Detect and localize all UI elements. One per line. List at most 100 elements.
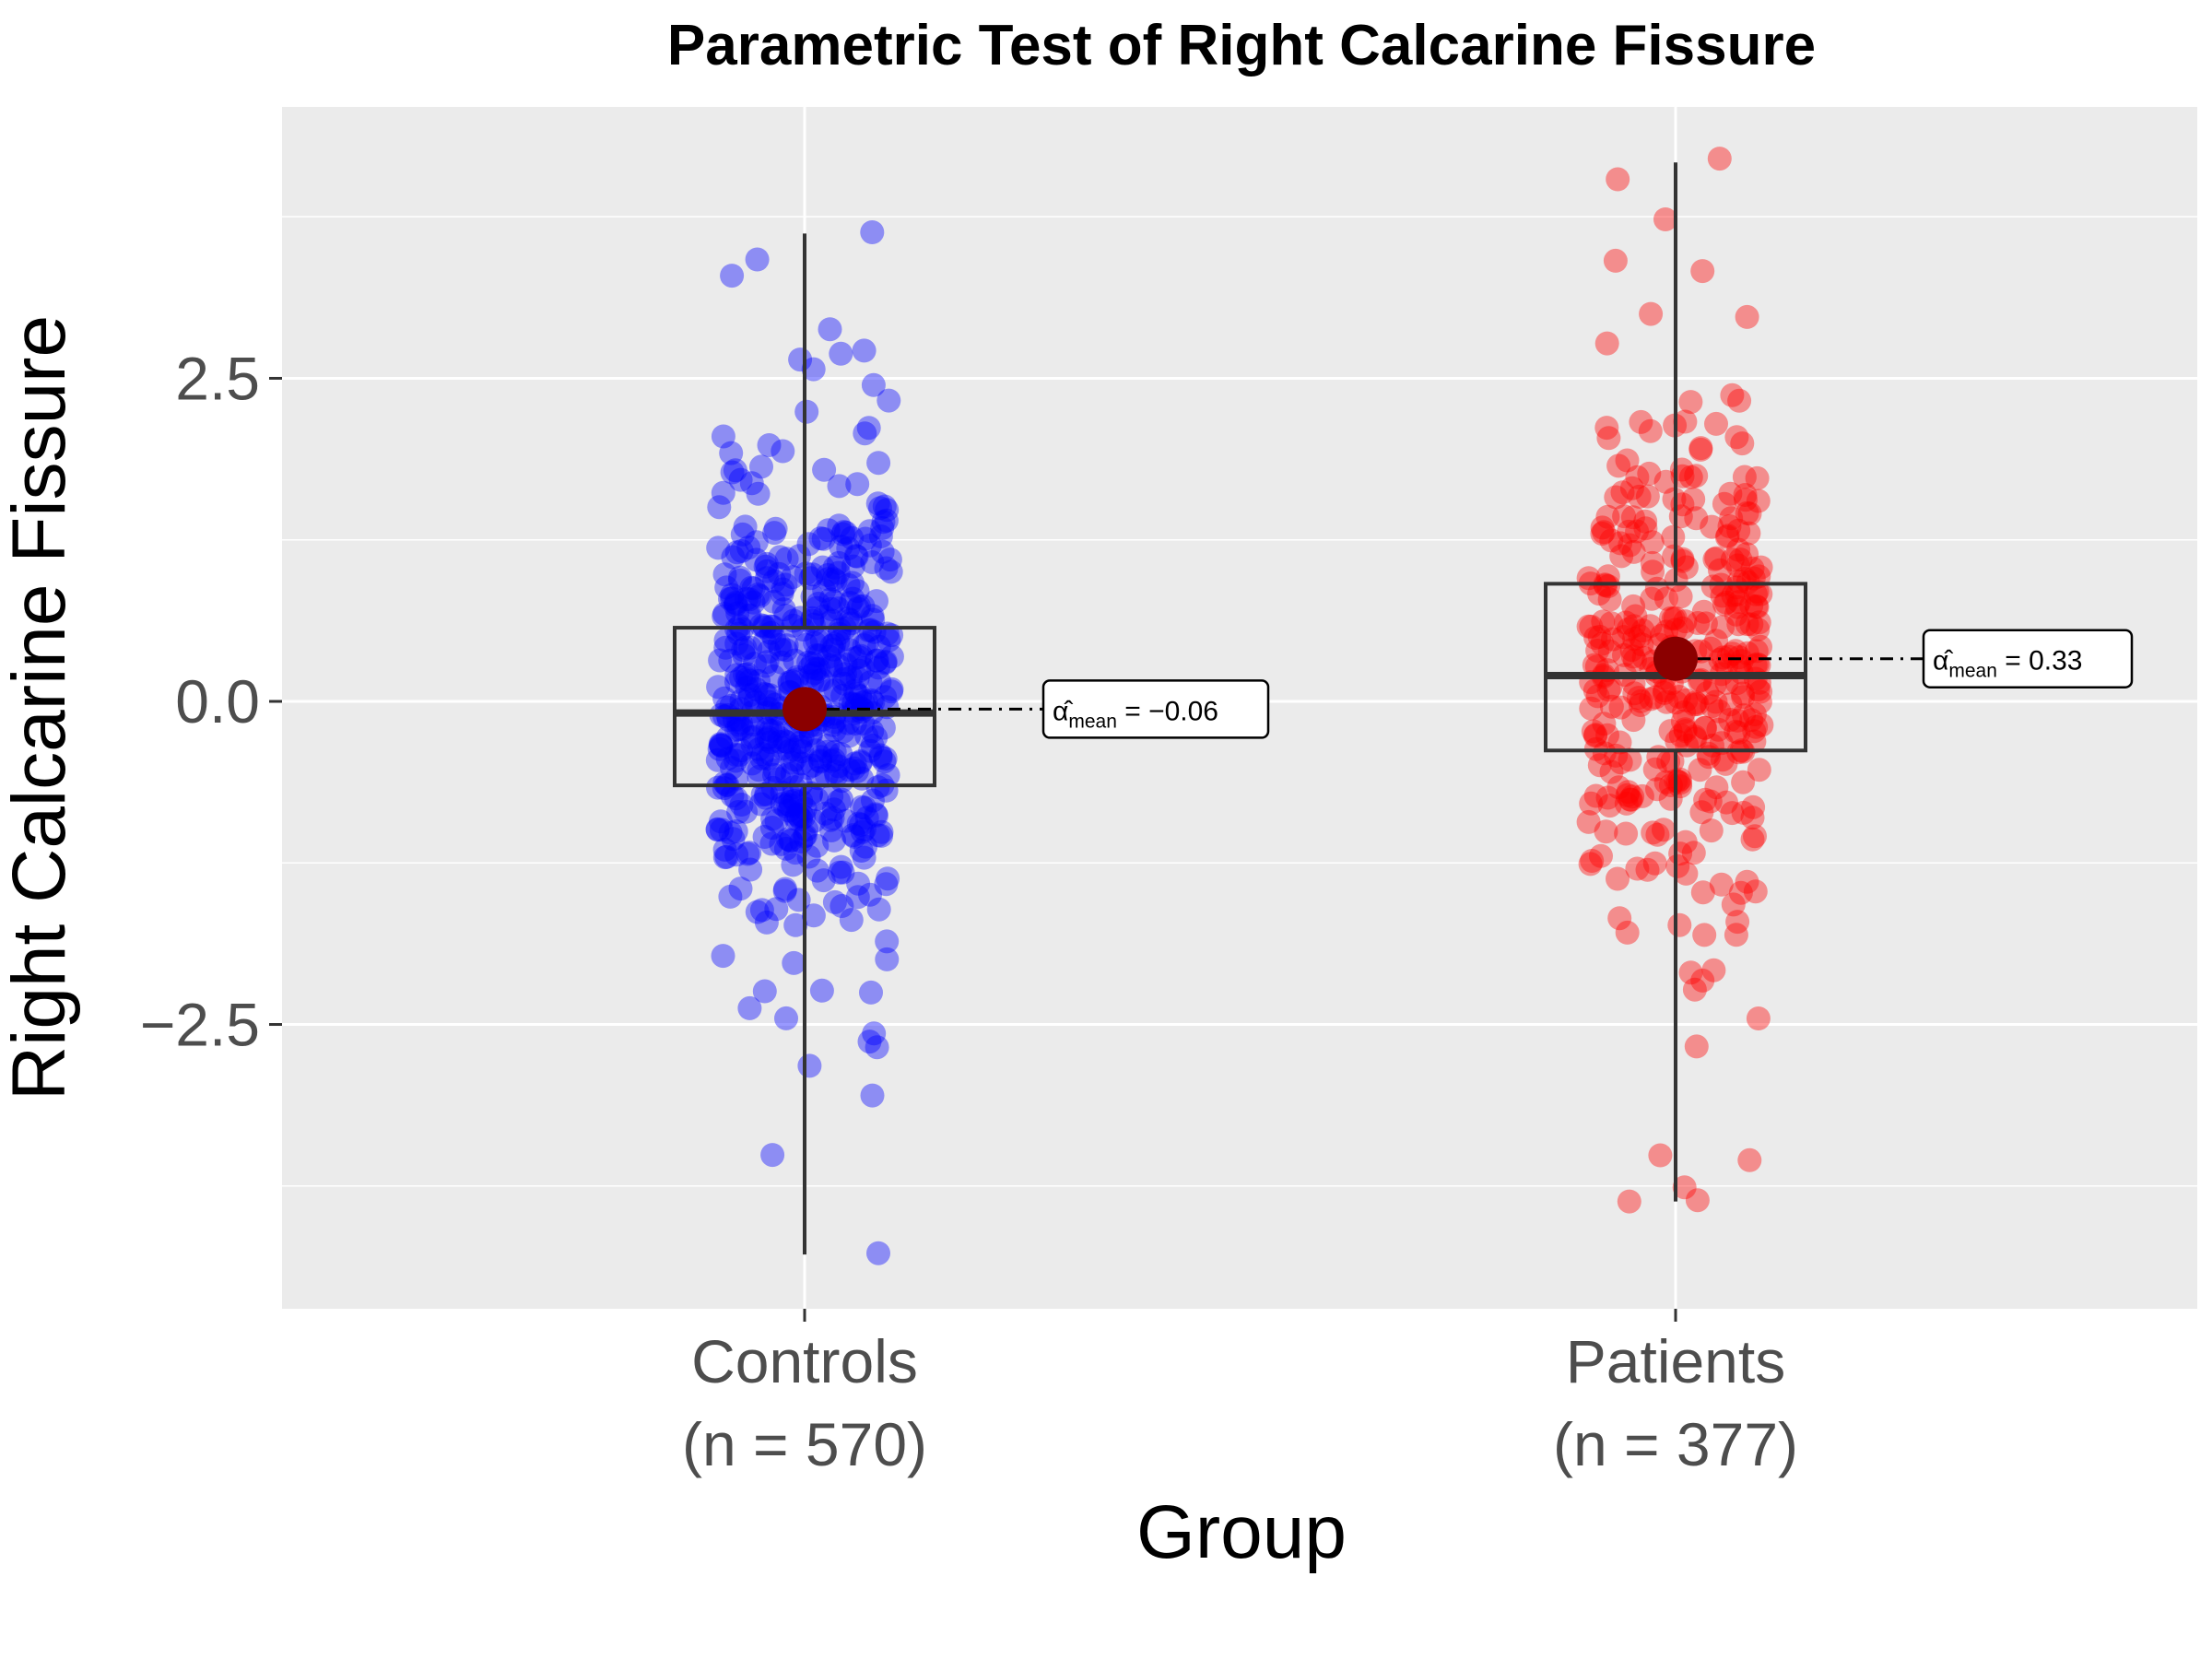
data-point — [770, 582, 794, 606]
data-point — [1673, 719, 1698, 744]
data-point — [739, 575, 764, 600]
data-point — [1665, 729, 1689, 754]
data-point — [727, 568, 752, 593]
data-point — [1611, 625, 1636, 650]
data-point — [787, 735, 812, 759]
data-point — [1684, 506, 1709, 531]
data-point — [1731, 800, 1756, 825]
data-point — [739, 471, 764, 496]
data-point — [1618, 787, 1643, 812]
data-point — [845, 579, 870, 604]
data-point — [815, 739, 840, 764]
data-point — [848, 750, 873, 775]
data-point — [723, 458, 747, 483]
data-point — [844, 759, 869, 783]
data-point — [1607, 906, 1632, 931]
data-point — [1628, 624, 1653, 649]
data-point — [706, 675, 731, 700]
data-point — [1746, 677, 1771, 702]
data-point — [822, 589, 847, 614]
data-point — [1576, 614, 1601, 639]
data-point — [753, 653, 778, 678]
data-point — [1616, 780, 1641, 805]
data-point — [829, 742, 853, 767]
data-point — [1724, 575, 1748, 600]
data-point — [1614, 610, 1638, 635]
data-point — [861, 788, 885, 813]
x-axis-title: Group — [1136, 1490, 1347, 1574]
data-point — [752, 629, 777, 654]
data-point — [1664, 690, 1688, 715]
data-point — [830, 684, 855, 708]
mean-point — [1653, 636, 1698, 681]
data-point — [827, 789, 852, 814]
data-point — [744, 530, 769, 555]
data-point — [842, 646, 867, 671]
data-point — [745, 247, 770, 272]
data-point — [1749, 712, 1774, 737]
data-point — [1724, 923, 1748, 947]
data-point — [1686, 611, 1711, 635]
data-point — [777, 739, 802, 764]
data-point — [857, 533, 882, 558]
data-point — [1714, 524, 1739, 549]
data-point — [1599, 759, 1624, 784]
data-point — [736, 604, 761, 629]
data-point — [1688, 758, 1712, 782]
data-point — [756, 725, 781, 750]
data-point — [770, 650, 794, 675]
data-point — [1604, 485, 1629, 510]
data-point — [870, 516, 895, 540]
data-point — [769, 831, 794, 856]
data-point — [1744, 714, 1769, 739]
data-point — [852, 818, 877, 841]
data-point — [1610, 480, 1635, 505]
data-point — [1625, 856, 1650, 881]
y-tick-label: −2.5 — [140, 991, 260, 1059]
data-point — [1728, 880, 1753, 905]
data-point — [745, 900, 770, 924]
x-tick-label-n: (n = 377) — [1553, 1410, 1798, 1478]
data-point — [1638, 614, 1663, 639]
data-point — [1674, 555, 1699, 580]
data-point — [847, 645, 871, 670]
data-point — [1618, 787, 1642, 812]
data-point — [726, 800, 751, 824]
data-point — [813, 801, 838, 826]
data-point — [706, 535, 731, 560]
data-point — [723, 593, 747, 618]
data-point — [875, 498, 900, 523]
data-point — [727, 565, 752, 590]
data-point — [718, 884, 743, 909]
data-point — [810, 667, 834, 692]
data-point — [819, 784, 844, 808]
data-point — [834, 808, 858, 833]
data-point — [819, 654, 844, 679]
data-point — [720, 264, 745, 288]
data-point — [746, 582, 771, 606]
data-point — [817, 644, 841, 669]
data-point — [1736, 521, 1761, 546]
data-point — [1695, 680, 1720, 705]
data-point — [860, 550, 885, 574]
data-point — [718, 648, 743, 673]
data-point — [721, 827, 746, 852]
data-point — [740, 751, 764, 776]
data-point — [854, 806, 879, 830]
data-point — [1615, 782, 1640, 807]
data-point — [1742, 719, 1767, 744]
data-point — [835, 627, 860, 652]
data-point — [853, 834, 878, 859]
data-point — [1690, 259, 1715, 284]
data-point — [762, 521, 787, 546]
data-point — [1578, 852, 1603, 877]
data-point — [1712, 491, 1736, 516]
data-point — [1684, 464, 1709, 488]
mean-label-text: α̂mean = 0.33 — [1933, 646, 2082, 682]
data-point — [733, 514, 758, 539]
data-point — [1620, 784, 1645, 809]
data-point — [805, 643, 830, 667]
data-point — [857, 1030, 882, 1054]
data-point — [762, 758, 787, 782]
y-tick-label: 0.0 — [175, 667, 260, 735]
